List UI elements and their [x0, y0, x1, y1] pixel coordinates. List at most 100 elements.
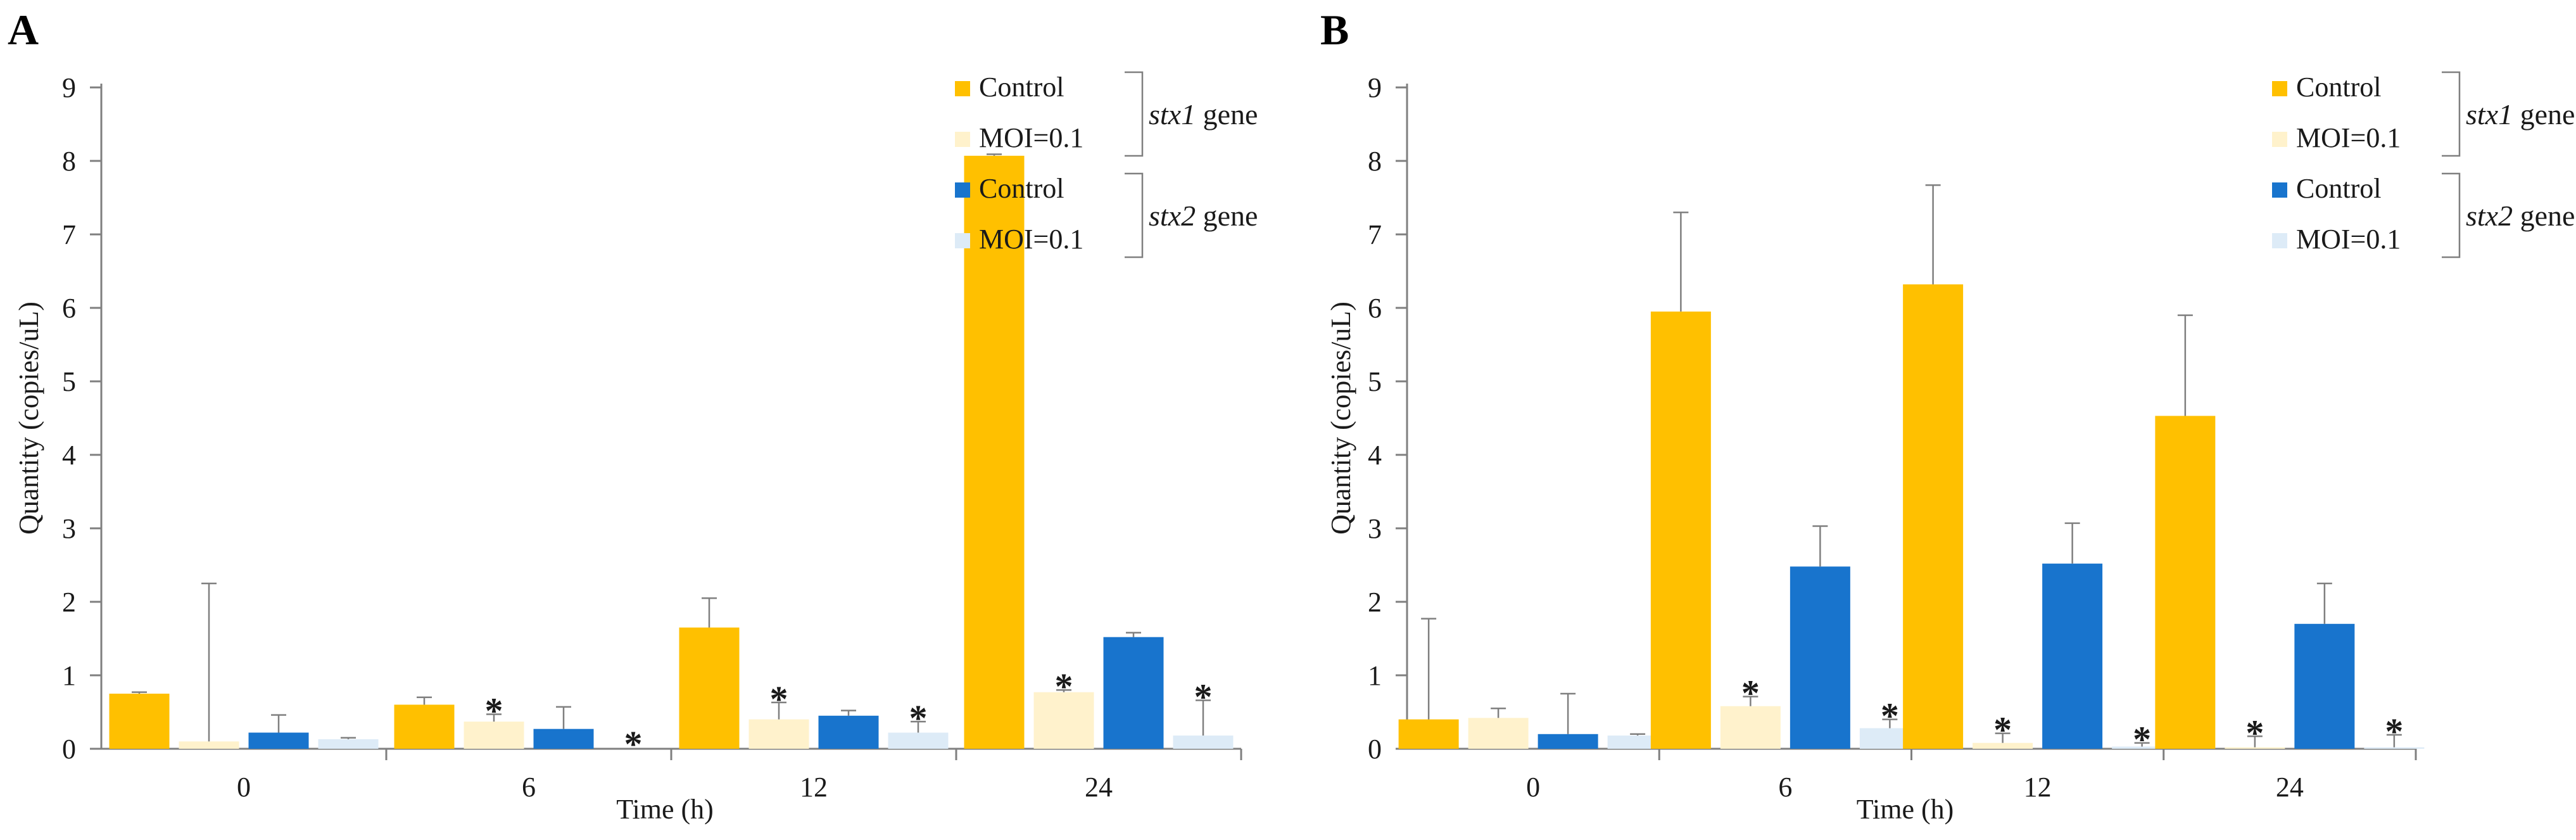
bar-stx1_moi: [1468, 718, 1529, 749]
bar-stx2_moi: [2112, 746, 2173, 749]
significance-star: *: [1741, 673, 1760, 714]
bar-stx1_moi: [1033, 692, 1094, 749]
y-tick-label: 7: [1368, 219, 1382, 250]
significance-star: *: [909, 697, 928, 739]
bar-stx1_moi: [1973, 742, 2033, 749]
x-tick-label: 24: [1085, 772, 1113, 803]
bar-stx2_control: [248, 732, 309, 749]
y-tick-label: 3: [62, 513, 76, 544]
y-tick-label: 6: [62, 293, 76, 324]
gene-suffix: gene: [2513, 98, 2575, 130]
y-tick-label: 4: [62, 440, 76, 471]
legend-label: MOI=0.1: [2296, 122, 2401, 153]
y-tick-label: 8: [62, 146, 76, 177]
bar-stx2_control: [1537, 734, 1598, 749]
y-tick-label: 9: [1368, 72, 1382, 103]
legend-swatch-stx1_control: [955, 81, 970, 96]
gene-name: stx2: [1149, 200, 1196, 232]
legend-label: Control: [2296, 173, 2381, 204]
legend-swatch-stx1_moi: [955, 132, 970, 147]
y-tick-label: 1: [1368, 660, 1382, 691]
significance-star: *: [2385, 711, 2403, 752]
y-tick-label: 4: [1368, 440, 1382, 471]
bar-stx1_control: [1398, 719, 1459, 749]
bar-stx2_moi: [318, 739, 379, 749]
x-axis-title: Time (h): [1857, 794, 1954, 825]
x-tick-label: 0: [1526, 772, 1540, 803]
legend-label: MOI=0.1: [979, 224, 1083, 255]
panel-letter: B: [1320, 6, 1349, 54]
x-tick-label: 24: [2276, 772, 2304, 803]
legend-label: Control: [979, 173, 1064, 204]
bar-stx1_moi: [1720, 706, 1781, 749]
legend-label: MOI=0.1: [979, 122, 1083, 153]
bar-stx2_control: [1790, 566, 1850, 749]
legend-swatch-stx1_control: [2272, 81, 2287, 96]
significance-star: *: [1055, 666, 1073, 707]
y-tick-label: 2: [62, 587, 76, 618]
legend-brace: [1125, 172, 1144, 258]
y-tick-label: 8: [1368, 146, 1382, 177]
significance-star: *: [1993, 710, 2012, 751]
y-tick-label: 5: [1368, 366, 1382, 397]
y-tick-label: 9: [62, 72, 76, 103]
y-tick-label: 7: [62, 219, 76, 250]
x-tick-label: 6: [1778, 772, 1792, 803]
significance-star: *: [485, 690, 503, 731]
y-axis-title: Quantity (copies/uL): [13, 302, 44, 535]
legend-swatch-stx2_moi: [2272, 233, 2287, 248]
bar-stx1_control: [679, 627, 740, 749]
legend-brace: [2442, 172, 2461, 258]
significance-star: *: [2245, 712, 2264, 753]
legend-swatch-stx2_moi: [955, 233, 970, 248]
gene-label: stx1 gene: [1149, 98, 1258, 130]
bar-stx2_control: [818, 715, 879, 749]
bar-stx2_control: [2042, 563, 2103, 749]
x-tick-label: 0: [237, 772, 251, 803]
y-tick-label: 0: [1368, 734, 1382, 765]
bar-stx2_control: [2294, 623, 2355, 749]
significance-star: *: [624, 723, 643, 765]
legend-label: MOI=0.1: [2296, 224, 2401, 255]
bar-stx2_moi: [1173, 735, 1234, 749]
bar-stx1_moi: [464, 722, 524, 749]
y-tick-label: 5: [62, 366, 76, 397]
bar-stx2_control: [533, 729, 594, 749]
legend-swatch-stx1_moi: [2272, 132, 2287, 147]
legend-swatch-stx2_control: [955, 182, 970, 198]
significance-star: *: [1194, 676, 1213, 717]
y-tick-label: 0: [62, 734, 76, 765]
bar-stx1_control: [1903, 284, 1964, 749]
significance-star: *: [770, 678, 788, 720]
x-axis-title: Time (h): [616, 794, 714, 825]
legend-label: Control: [2296, 72, 2381, 103]
significance-star: *: [2133, 719, 2151, 760]
x-tick-label: 12: [800, 772, 828, 803]
bar-stx1_control: [2155, 416, 2216, 749]
gene-label: stx2 gene: [1149, 200, 1258, 232]
y-tick-label: 1: [62, 660, 76, 691]
gene-label: stx2 gene: [2466, 200, 2575, 232]
bar-stx1_moi: [2225, 747, 2285, 749]
gene-name: stx2: [2466, 200, 2513, 232]
gene-suffix: gene: [1196, 98, 1258, 130]
bar-stx1_control: [109, 694, 170, 749]
bar-stx1_moi: [748, 719, 809, 749]
gene-suffix: gene: [1196, 200, 1258, 232]
legend-swatch-stx2_control: [2272, 182, 2287, 198]
y-tick-label: 3: [1368, 513, 1382, 544]
gene-label: stx1 gene: [2466, 98, 2575, 130]
gene-name: stx1: [2466, 98, 2513, 130]
legend-brace: [1125, 71, 1144, 157]
gene-name: stx1: [1149, 98, 1196, 130]
gene-suffix: gene: [2513, 200, 2575, 232]
significance-star: *: [1881, 696, 1899, 737]
y-tick-label: 6: [1368, 293, 1382, 324]
y-axis-title: Quantity (copies/uL): [1325, 302, 1356, 535]
bar-stx1_control: [1650, 311, 1711, 749]
